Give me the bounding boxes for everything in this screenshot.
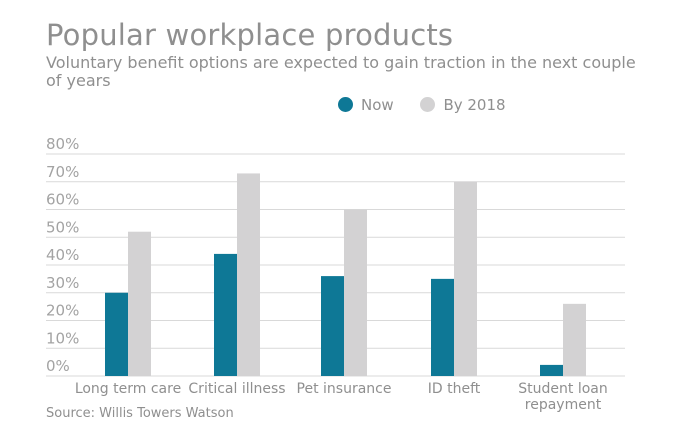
y-tick-label-8: 80%: [46, 135, 79, 153]
chart-title: Popular workplace products: [46, 18, 454, 52]
y-tick-label-2: 20%: [46, 302, 79, 320]
x-tick-label-long-term-care: Long term care: [75, 381, 181, 397]
x-tick-label-student-loan-repayment-line-1: repayment: [525, 397, 602, 413]
bar-now-id-theft: [431, 278, 454, 376]
bar-by-2018-critical-illness: [237, 173, 260, 376]
y-tick-label-0: 0%: [46, 357, 70, 375]
x-tick-label-student-loan-repayment-line-0: Student loan: [518, 381, 607, 397]
bar-now-pet-insurance: [321, 276, 344, 376]
bar-by-2018-pet-insurance: [344, 209, 367, 376]
bar-by-2018-id-theft: [454, 181, 477, 376]
legend-swatch-by-2018: [420, 97, 436, 112]
legend: Now By 2018: [338, 96, 528, 114]
legend-swatch-now: [338, 97, 353, 112]
bar-now-student-loan-repayment: [540, 364, 563, 376]
legend-label-by-2018: By 2018: [443, 96, 506, 114]
chart-subtitle: Voluntary benefit options are expected t…: [46, 53, 636, 90]
y-tick-label-4: 40%: [46, 246, 79, 264]
y-tick-label-3: 30%: [46, 274, 79, 292]
bar-by-2018-long-term-care: [128, 231, 151, 376]
legend-item-by-2018: By 2018: [420, 96, 506, 114]
bar-now-long-term-care: [105, 292, 128, 376]
legend-item-now: Now: [338, 96, 394, 114]
bar-by-2018-student-loan-repayment: [563, 303, 586, 376]
bar-now-critical-illness: [214, 253, 237, 376]
x-tick-label-critical-illness: Critical illness: [188, 381, 285, 397]
y-tick-label-1: 10%: [46, 329, 79, 347]
y-tick-label-5: 50%: [46, 218, 79, 236]
x-tick-label-pet-insurance: Pet insurance: [297, 381, 392, 397]
y-tick-label-7: 70%: [46, 163, 79, 181]
source-note: Source: Willis Towers Watson: [46, 406, 234, 421]
y-tick-label-6: 60%: [46, 191, 79, 209]
x-tick-label-id-theft: ID theft: [428, 381, 481, 397]
legend-label-now: Now: [361, 96, 394, 114]
